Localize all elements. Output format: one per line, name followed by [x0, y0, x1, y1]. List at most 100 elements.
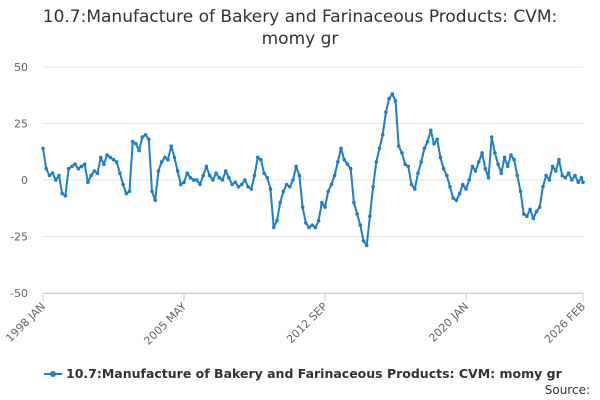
data-point — [166, 157, 170, 162]
data-point — [44, 166, 48, 171]
y-axis-ticks: 50 25 0 -25 -50 — [10, 61, 28, 300]
data-point — [445, 173, 449, 178]
x-tick-label: 2026 FEB — [542, 300, 588, 346]
y-tick-label: 25 — [14, 118, 28, 131]
data-point — [454, 198, 459, 203]
data-point — [259, 157, 263, 162]
data-point — [537, 205, 542, 209]
data-point — [214, 171, 218, 175]
data-point — [550, 164, 555, 169]
x-tick-label: 1998 JAN — [3, 300, 48, 345]
data-point — [316, 218, 321, 223]
data-point — [364, 243, 369, 248]
data-point — [201, 173, 205, 178]
data-point — [169, 144, 173, 148]
data-point — [291, 178, 295, 182]
series-layer — [41, 92, 585, 248]
data-point — [570, 178, 574, 182]
data-point — [198, 182, 202, 187]
data-point — [239, 182, 244, 187]
data-point — [483, 166, 488, 171]
data-point — [390, 92, 395, 96]
data-point — [496, 162, 500, 166]
data-point — [175, 169, 180, 173]
data-point — [502, 155, 507, 160]
data-point — [137, 148, 141, 153]
data-point — [220, 178, 225, 182]
legend[interactable]: 10.7:Manufacture of Bakery and Farinaceo… — [44, 366, 562, 381]
data-point — [66, 166, 71, 171]
data-point — [114, 160, 119, 164]
data-point — [163, 155, 167, 160]
data-point — [236, 185, 241, 189]
data-point — [419, 160, 424, 164]
data-point — [563, 175, 568, 180]
y-tick-label: 50 — [14, 61, 28, 74]
data-point — [86, 180, 90, 185]
data-point — [300, 205, 305, 209]
data-point — [425, 139, 430, 144]
data-point — [509, 153, 513, 157]
data-point — [557, 157, 561, 162]
data-point — [156, 169, 161, 173]
data-point — [380, 133, 385, 137]
chart-title-line-2: momy gr — [261, 29, 339, 49]
data-point — [153, 198, 157, 203]
data-point — [576, 180, 580, 185]
legend-swatch-icon — [44, 369, 62, 379]
data-point — [98, 155, 103, 160]
data-point — [207, 173, 212, 178]
data-point — [124, 191, 129, 196]
data-point — [464, 187, 468, 191]
data-point — [368, 214, 372, 218]
data-point — [281, 189, 286, 194]
y-tick-label: -50 — [10, 287, 28, 300]
data-point — [361, 239, 366, 243]
data-point — [521, 212, 526, 216]
data-point — [108, 155, 113, 160]
data-point — [246, 185, 250, 189]
x-axis: 1998 JAN 2005 MAY 2012 SEP 2020 JAN 2026 FEB — [3, 293, 588, 348]
data-point — [140, 135, 145, 139]
data-point — [76, 166, 81, 171]
data-point — [342, 157, 347, 162]
data-point — [50, 171, 55, 175]
data-point — [339, 146, 343, 151]
data-point — [451, 196, 456, 200]
data-point — [275, 218, 279, 223]
data-point — [512, 157, 516, 162]
data-point — [70, 164, 74, 169]
data-point — [105, 153, 109, 157]
data-point — [403, 162, 407, 166]
data-point — [355, 212, 359, 216]
data-point — [400, 151, 404, 155]
data-point — [79, 164, 84, 169]
data-point — [525, 214, 529, 218]
data-point — [518, 189, 523, 194]
data-point — [54, 178, 58, 182]
data-point — [499, 171, 504, 175]
source-label: Source: — [544, 383, 590, 397]
data-point — [288, 185, 292, 189]
data-point — [204, 164, 209, 169]
data-point — [82, 162, 87, 166]
data-point — [211, 178, 215, 182]
data-point — [265, 175, 270, 180]
series-line — [42, 93, 584, 247]
data-point — [326, 189, 331, 194]
legend-label: 10.7:Manufacture of Bakery and Farinaceo… — [66, 366, 562, 381]
data-point — [297, 173, 302, 178]
data-point — [377, 146, 382, 151]
data-point — [429, 128, 433, 133]
data-point — [262, 171, 266, 175]
data-point — [396, 144, 401, 148]
data-point — [406, 164, 411, 169]
data-point — [73, 162, 77, 166]
data-point — [41, 146, 45, 151]
data-point — [172, 155, 177, 160]
data-point — [435, 137, 440, 142]
gridlines — [43, 66, 583, 294]
data-point — [284, 182, 289, 187]
data-point — [332, 173, 337, 178]
